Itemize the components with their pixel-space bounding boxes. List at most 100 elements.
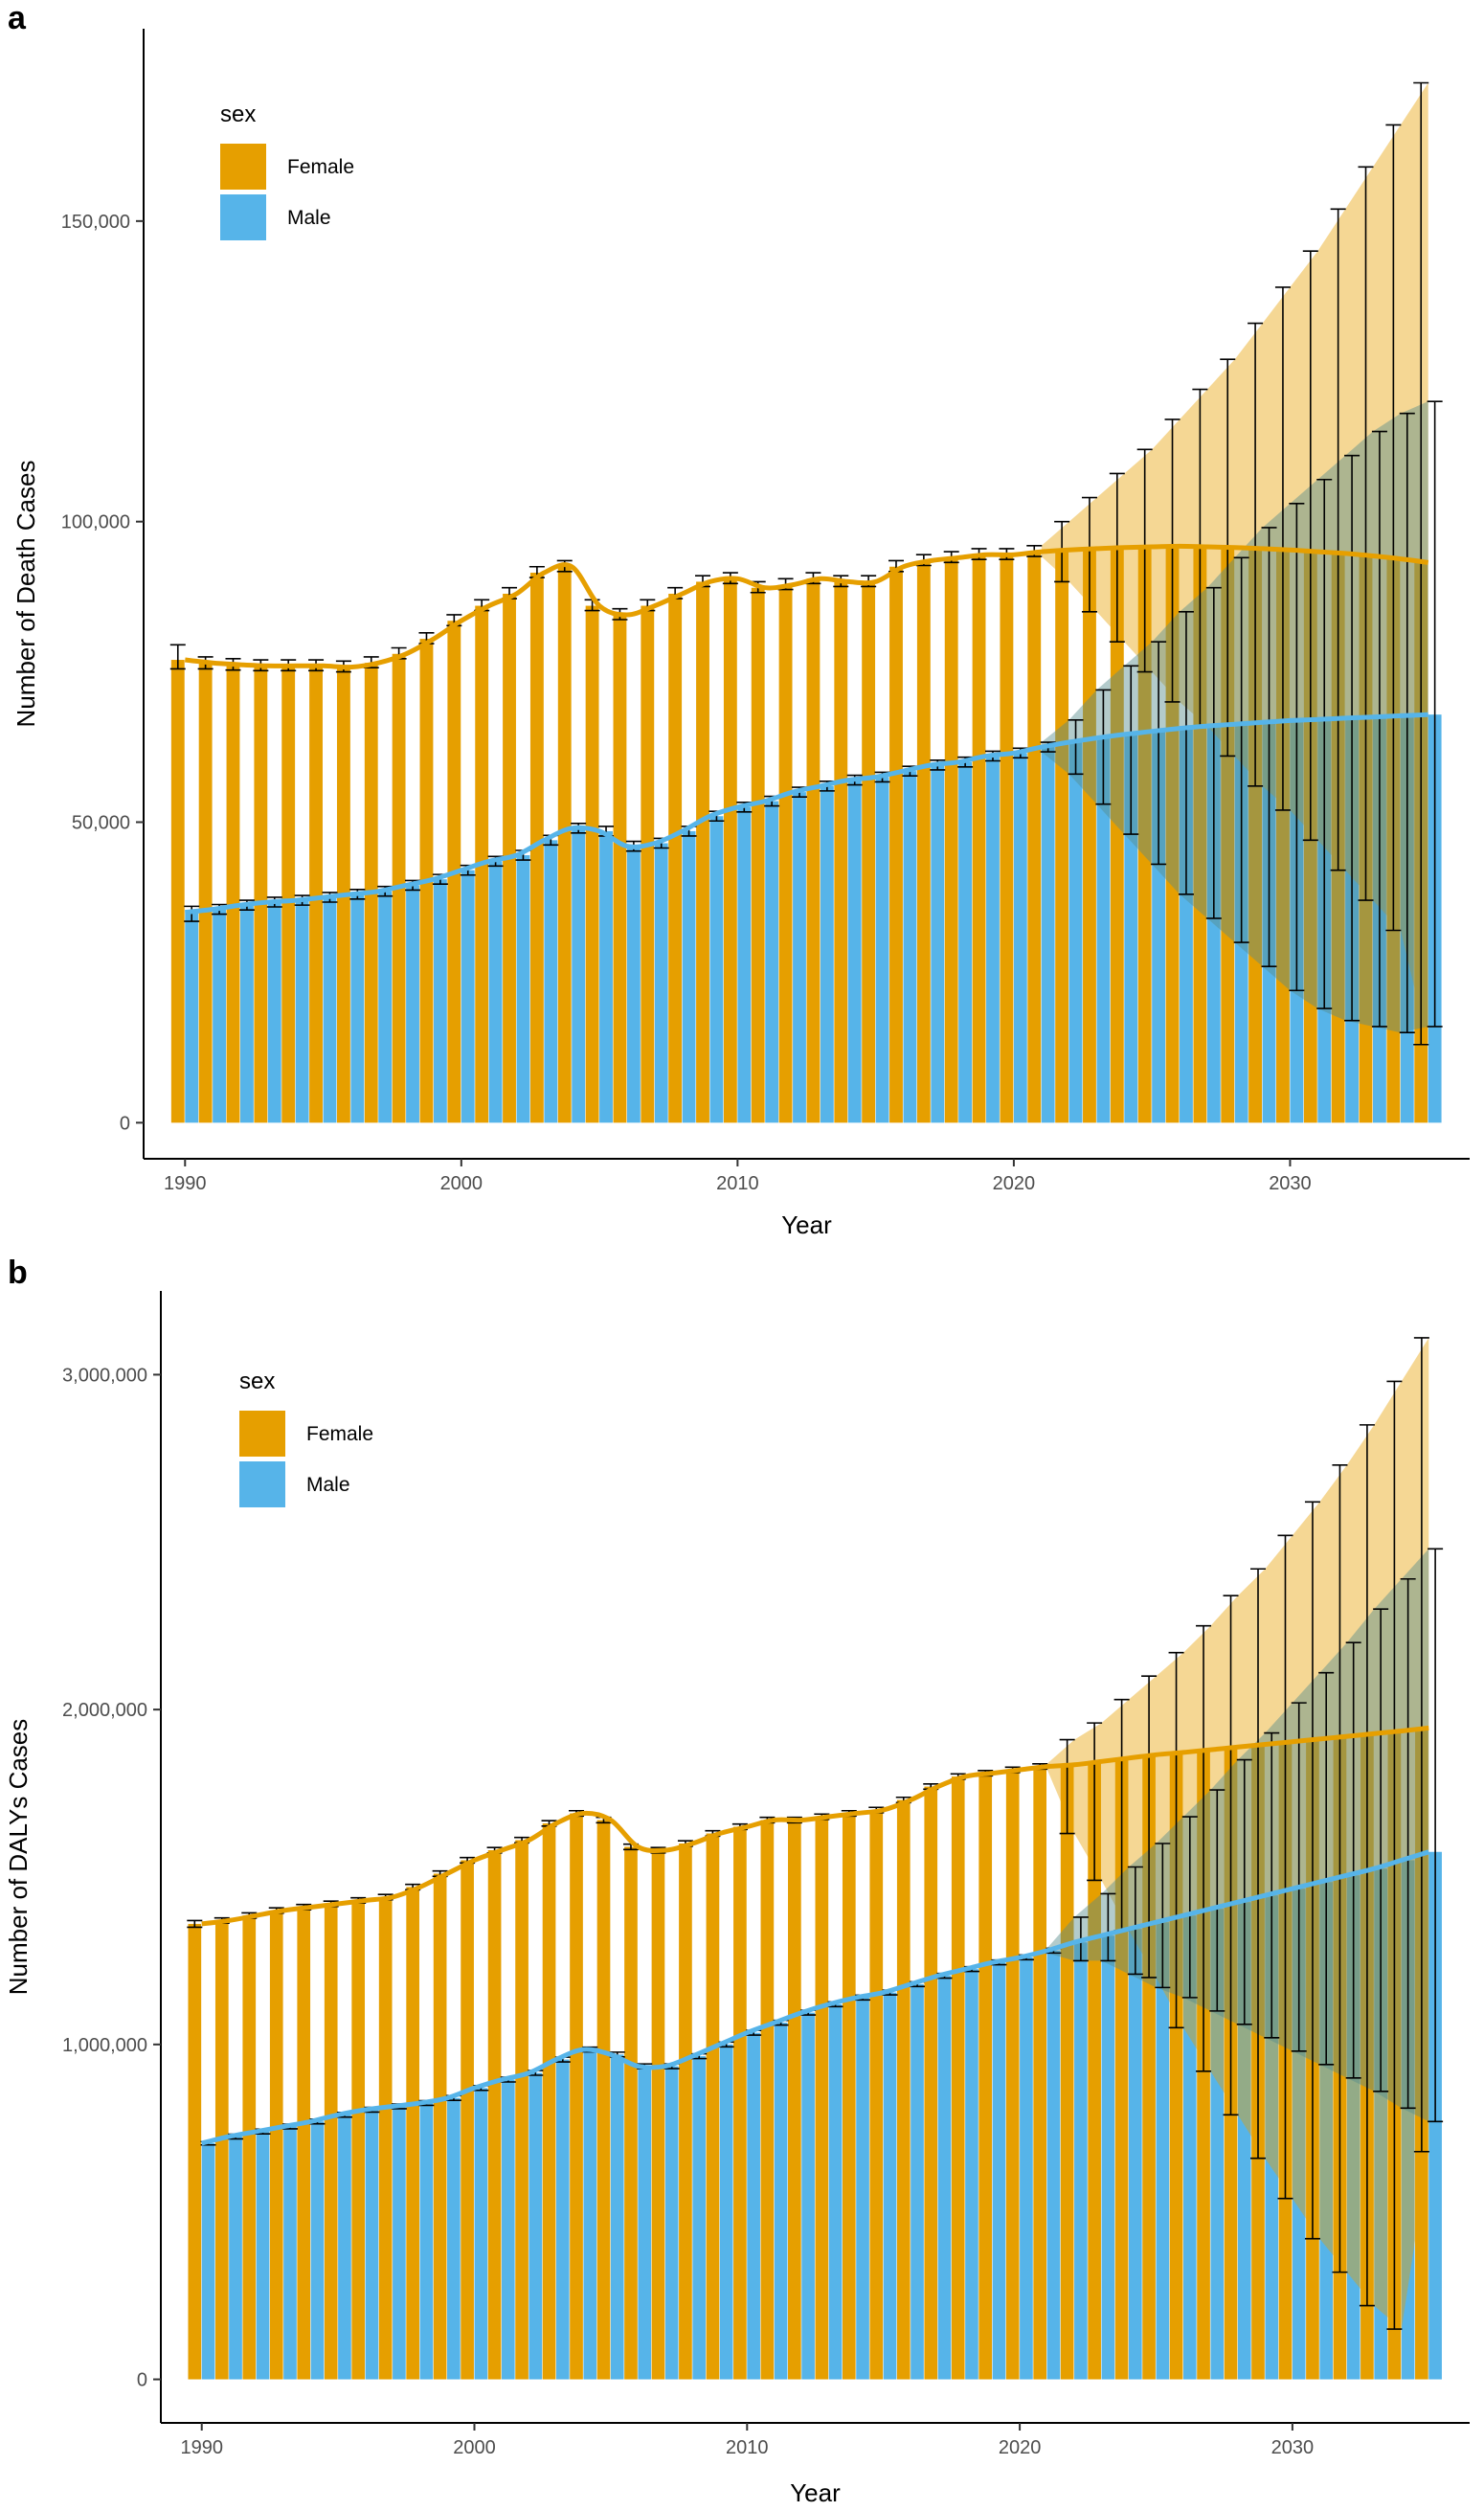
bar-male-1990 <box>201 2142 215 2380</box>
bar-male-2021 <box>1041 747 1055 1123</box>
trend-line-female <box>184 543 1429 670</box>
bar-male-2013 <box>820 785 834 1123</box>
bar-female-2013 <box>806 578 821 1123</box>
x-tick-label: 2010 <box>716 1173 759 1194</box>
bar-female-2025 <box>1142 1754 1156 2380</box>
bar-female-2020 <box>1005 1770 1020 2380</box>
bar-male-2033 <box>1374 1868 1387 2380</box>
bar-male-1991 <box>229 2137 242 2380</box>
bar-male-2004 <box>583 2049 597 2380</box>
bar-female-1995 <box>309 666 323 1123</box>
y-tick-label: 2,000,000 <box>62 1700 147 1721</box>
bar-female-2004 <box>557 566 572 1123</box>
bar-male-2010 <box>747 2032 760 2380</box>
bar-male-2007 <box>654 843 668 1123</box>
bar-female-2009 <box>696 581 709 1123</box>
bar-male-2016 <box>911 1983 924 2380</box>
x-tick-label: 1990 <box>164 1173 207 1194</box>
bar-female-2026 <box>1165 546 1180 1123</box>
bar-male-2026 <box>1180 728 1193 1123</box>
bar-male-2020 <box>1013 753 1027 1123</box>
bar-female-1996 <box>351 1900 366 2380</box>
legend: sex Female Male <box>239 1369 373 1507</box>
bar-female-2008 <box>679 1844 692 2380</box>
bar-male-2022 <box>1074 1942 1088 2380</box>
bar-female-2005 <box>596 1820 611 2380</box>
bar-female-2022 <box>1055 550 1069 1123</box>
bar-male-1995 <box>323 896 337 1123</box>
legend-label-male: Male <box>306 1474 350 1496</box>
bar-male-2001 <box>488 861 503 1123</box>
bar-female-2000 <box>461 1860 474 2380</box>
bar-male-2026 <box>1182 1915 1197 2380</box>
bar-male-2030 <box>1292 1889 1306 2380</box>
bar-male-2023 <box>1101 1935 1115 2380</box>
forecast-band-female <box>1046 1338 1429 2330</box>
bar-female-2018 <box>951 1776 965 2380</box>
bar-female-2021 <box>1027 552 1042 1123</box>
bar-male-2015 <box>875 777 889 1123</box>
bar-female-2024 <box>1114 1757 1129 2380</box>
bar-female-2023 <box>1088 1761 1101 2380</box>
bar-female-2012 <box>788 1820 801 2380</box>
bar-female-1994 <box>297 1907 311 2380</box>
bar-female-1990 <box>170 660 185 1123</box>
bar-female-2028 <box>1221 547 1235 1123</box>
bar-male-2012 <box>793 792 806 1123</box>
trend-line-male <box>184 712 1428 916</box>
bar-male-2021 <box>1046 1950 1061 2380</box>
bar-female-2011 <box>760 1820 775 2380</box>
forecast-band-male <box>1046 1549 1429 2122</box>
bar-male-1992 <box>256 2131 270 2380</box>
forecast-band-male <box>1041 401 1428 1033</box>
y-tick-label: 50,000 <box>72 813 130 834</box>
x-tick-label: 2000 <box>440 1173 483 1194</box>
bar-male-2019 <box>992 1962 1006 2380</box>
y-tick-label: 0 <box>120 1113 130 1134</box>
bar-male-2011 <box>774 2023 788 2380</box>
bar-male-1994 <box>310 2121 325 2380</box>
bar-female-1993 <box>254 666 268 1123</box>
bar-female-1992 <box>242 1915 257 2380</box>
bar-female-2029 <box>1248 548 1263 1123</box>
bar-female-2015 <box>869 1810 884 2380</box>
bar-male-2013 <box>828 2003 843 2380</box>
bar-male-2003 <box>544 840 558 1123</box>
legend-label-female: Female <box>287 156 354 178</box>
bar-female-2007 <box>641 605 655 1123</box>
bar-male-2008 <box>682 830 696 1123</box>
bar-female-2023 <box>1083 548 1096 1123</box>
bar-male-2001 <box>501 2079 515 2380</box>
bar-female-2014 <box>834 581 848 1123</box>
trend-line-male <box>201 1849 1430 2146</box>
bar-female-2012 <box>778 584 793 1123</box>
bar-male-2000 <box>461 870 475 1123</box>
bar-female-1999 <box>433 1873 447 2380</box>
bar-male-2017 <box>937 1976 952 2380</box>
bar-male-2022 <box>1068 742 1083 1123</box>
bar-female-2019 <box>978 1773 993 2380</box>
bar-female-2030 <box>1276 550 1290 1123</box>
bar-female-2027 <box>1193 547 1207 1123</box>
bar-male-1995 <box>338 2115 351 2380</box>
legend: sex Female Male <box>220 102 354 240</box>
x-tick-label: 2000 <box>453 2437 496 2458</box>
bar-male-2024 <box>1129 1929 1142 2380</box>
bar-male-1994 <box>295 900 309 1123</box>
bar-female-2026 <box>1169 1752 1183 2380</box>
legend-title: sex <box>220 102 256 127</box>
bar-female-2004 <box>570 1813 583 2380</box>
bar-male-2018 <box>958 761 973 1123</box>
bar-female-1993 <box>269 1910 283 2380</box>
y-tick-label: 0 <box>137 2370 147 2391</box>
x-tick-label: 2020 <box>999 2437 1042 2458</box>
bar-male-2006 <box>638 2066 652 2380</box>
bar-female-2002 <box>515 1840 528 2380</box>
chart-death-cases: 0 50,000 100,000 150,000 1990 2000 2010 2020 203… <box>11 29 1470 1239</box>
bar-female-2006 <box>613 614 627 1123</box>
bar-female-1992 <box>226 665 240 1123</box>
bar-male-2023 <box>1096 737 1111 1123</box>
bar-male-2000 <box>474 2088 488 2380</box>
legend-swatch-male <box>239 1461 285 1507</box>
chart-dalys-cases: 0 1,000,000 2,000,000 3,000,000 1990 2000 2010… <box>4 1291 1470 2507</box>
